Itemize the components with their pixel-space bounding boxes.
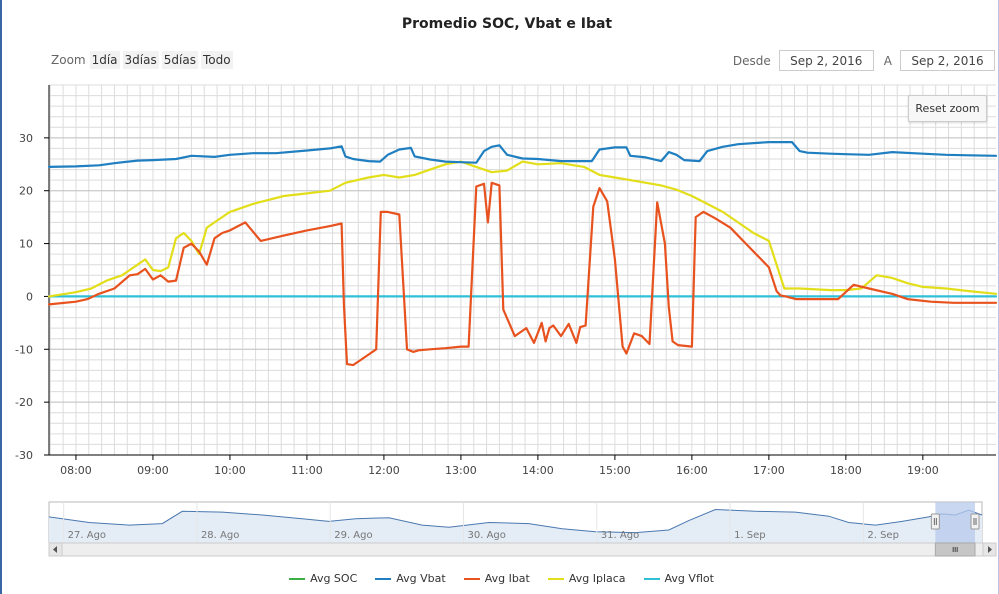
chart-title: Promedio SOC, Vbat e Ibat [402,16,613,32]
x-tick-label: 16:00 [676,464,708,477]
from-label: Desde [732,53,771,68]
legend-label: Avg Ibat [484,572,530,585]
legend-swatch [375,577,392,580]
y-tick-label: -20 [15,396,33,409]
series-line-avg-ibat [47,181,998,367]
legend-swatch [289,577,306,580]
zoom-toolbar: Zoom 1día 3días 5días Todo [51,51,236,69]
zoom-label: Zoom [51,53,86,67]
zoom-3-days-button[interactable]: 3días [122,51,159,69]
navigator-label: 31. Ago [601,530,639,541]
chevron-left-icon [53,546,57,553]
x-tick-label: 11:00 [291,464,323,477]
legend-label: Avg Vbat [396,572,446,585]
chevron-right-icon [988,546,992,553]
navigator-label: 27. Ago [68,530,106,541]
legend-label: Avg Vflot [664,572,714,585]
y-tick-label: 10 [19,238,33,251]
plot-series [47,141,998,367]
navigator-line [48,508,983,534]
x-tick-label: 09:00 [137,464,169,477]
x-tick-label: 14:00 [522,464,554,477]
zoom-5-days-button[interactable]: 5días [161,51,198,69]
legend-item-avg-soc[interactable]: Avg SOC [289,572,357,585]
series-line-avg-vbat [47,141,998,168]
chart-legend: Avg SOC Avg Vbat Avg Ibat Avg Iplaca Avg… [2,572,999,585]
y-tick-label: 30 [19,132,33,145]
legend-swatch [463,577,480,580]
legend-swatch [547,577,564,580]
legend-item-avg-iplaca[interactable]: Avg Iplaca [547,572,626,585]
navigator-label: 30. Ago [468,530,506,541]
to-date-input[interactable] [900,50,995,71]
legend-item-avg-vbat[interactable]: Avg Vbat [375,572,446,585]
to-label: A [883,53,892,68]
x-tick-label: 08:00 [60,464,92,477]
date-range-selector: Desde A [733,50,995,71]
x-tick-label: 19:00 [907,464,939,477]
legend-label: Avg Iplaca [568,572,626,585]
navigator-right-handle[interactable] [970,513,980,530]
legend-item-avg-vflot[interactable]: Avg Vflot [643,572,714,585]
zoom-1-day-button[interactable]: 1día [89,51,120,69]
navigator-label: 29. Ago [334,530,372,541]
plot-grid [48,84,996,456]
x-tick-label: 13:00 [445,464,477,477]
zoom-all-button[interactable]: Todo [200,51,233,69]
scrollbar-track [48,542,997,557]
navigator-label: 2. Sep [867,530,899,541]
navigator-left-handle[interactable] [930,513,940,530]
x-tick-label: 10:00 [214,464,246,477]
legend-label: Avg SOC [310,572,358,585]
y-tick-label: -30 [15,449,33,462]
x-tick-label: 17:00 [753,464,785,477]
navigator[interactable]: 27. Ago 28. Ago 29. Ago 30. Ago 31. Ago 1. Se… [48,501,997,557]
y-tick-label: -10 [15,343,33,356]
x-tick-label: 15:00 [599,464,631,477]
navigator-area [49,509,982,543]
series-line-avg-iplaca [47,160,998,298]
reset-zoom-button[interactable]: Reset zoom [908,95,987,122]
x-tick-label: 12:00 [368,464,400,477]
from-date-input[interactable] [778,50,874,71]
y-tick-label: 20 [19,185,33,198]
plot-ticks: -30 -20 -10 0 10 20 30 08:00 09:00 10:00 11:00 12:0… [15,132,939,477]
legend-swatch [643,577,660,580]
navigator-label: 28. Ago [201,530,239,541]
legend-item-avg-ibat[interactable]: Avg Ibat [463,572,530,585]
navigator-label: 1. Sep [734,530,766,541]
x-tick-label: 18:00 [830,464,862,477]
y-tick-label: 0 [26,290,33,303]
